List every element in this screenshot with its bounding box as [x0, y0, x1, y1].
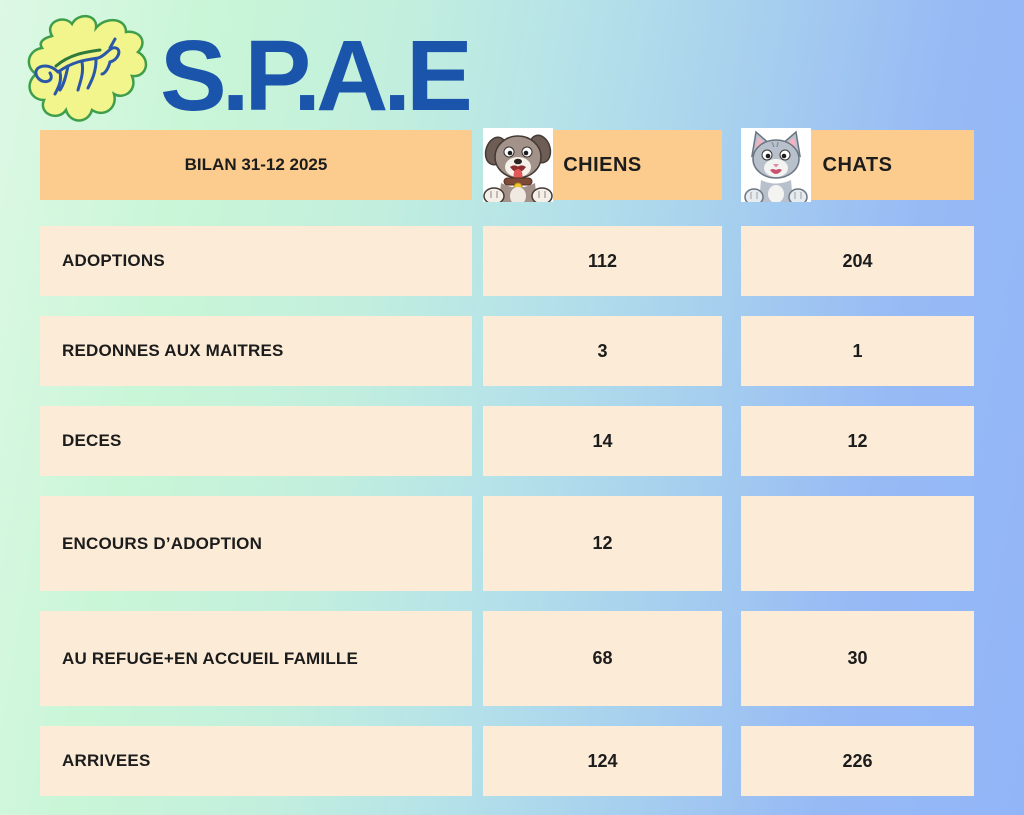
- chats-value: 30: [741, 611, 974, 706]
- chats-value: 1: [741, 316, 974, 386]
- cat-icon: [741, 128, 811, 202]
- dog-icon: [483, 128, 553, 202]
- chiens-value: 112: [483, 226, 722, 296]
- chats-value: [741, 496, 974, 591]
- table-header-row: BILAN 31-12 2025: [40, 128, 984, 202]
- row-label: AU REFUGE+EN ACCUEIL FAMILLE: [40, 611, 472, 706]
- table-row-au-refuge: AU REFUGE+EN ACCUEIL FAMILLE 68 30: [40, 611, 984, 706]
- page-title: S.P.A.E: [160, 20, 473, 132]
- chats-value: 204: [741, 226, 974, 296]
- table-row-deces: DECES 14 12: [40, 406, 984, 476]
- map-with-dog-logo-icon: [20, 10, 158, 132]
- chats-header-cell: CHATS: [741, 128, 974, 202]
- row-label: REDONNES AUX MAITRES: [40, 316, 472, 386]
- row-label: DECES: [40, 406, 472, 476]
- chats-header-label: CHATS: [822, 153, 893, 176]
- table-row-adoptions: ADOPTIONS 112 204: [40, 226, 984, 296]
- row-label: ENCOURS D’ADOPTION: [40, 496, 472, 591]
- chats-value: 12: [741, 406, 974, 476]
- table-row-redonnes: REDONNES AUX MAITRES 3 1: [40, 316, 984, 386]
- table-row-arrivees: ARRIVEES 124 226: [40, 726, 984, 796]
- chiens-header-cell: CHIENS: [483, 128, 722, 202]
- brand-header: S.P.A.E: [0, 0, 1024, 130]
- chiens-value: 14: [483, 406, 722, 476]
- chiens-value: 124: [483, 726, 722, 796]
- period-header-cell: BILAN 31-12 2025: [40, 130, 472, 200]
- chiens-value: 3: [483, 316, 722, 386]
- chiens-header-label: CHIENS: [563, 153, 642, 176]
- table-row-encours-adoption: ENCOURS D’ADOPTION 12: [40, 496, 984, 591]
- bilan-table: BILAN 31-12 2025: [40, 128, 984, 796]
- row-label: ARRIVEES: [40, 726, 472, 796]
- chiens-value: 68: [483, 611, 722, 706]
- chats-value: 226: [741, 726, 974, 796]
- chiens-value: 12: [483, 496, 722, 591]
- row-label: ADOPTIONS: [40, 226, 472, 296]
